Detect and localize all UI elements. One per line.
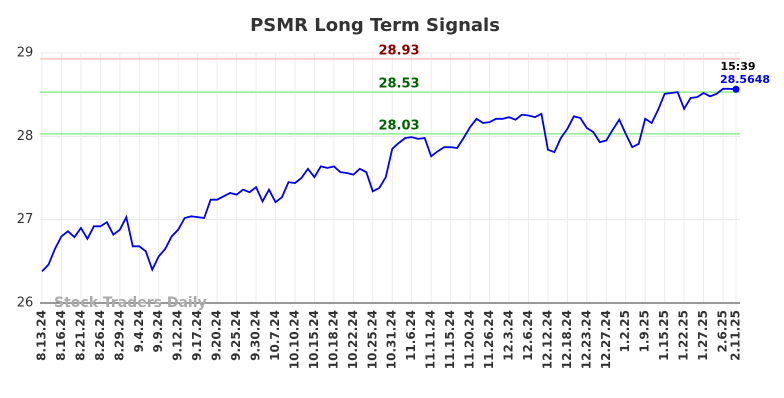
x-tick-label: 10.15.24 xyxy=(307,310,321,369)
x-tick-label: 12.3.24 xyxy=(501,310,515,361)
watermark: Stock Traders Daily xyxy=(54,295,207,311)
x-tick-label: 11.26.24 xyxy=(482,310,496,369)
price-line xyxy=(41,87,737,272)
x-tick-label: 11.20.24 xyxy=(463,310,477,369)
last-point xyxy=(732,85,740,93)
x-tick-label: 8.16.24 xyxy=(54,310,68,361)
x-tick-label: 1.15.25 xyxy=(657,310,671,361)
x-tick-label: 8.29.24 xyxy=(112,310,126,361)
x-tick-label: 8.21.24 xyxy=(73,310,87,361)
signal-label: 28.93 xyxy=(378,43,419,58)
x-tick-label: 12.12.24 xyxy=(540,310,554,369)
x-tick-label: 9.12.24 xyxy=(171,310,185,361)
x-tick-label: 11.6.24 xyxy=(404,310,418,361)
x-tick-label: 9.25.24 xyxy=(229,310,243,361)
x-tick-label: 9.4.24 xyxy=(132,310,146,353)
signal-label: 28.53 xyxy=(378,77,419,92)
x-tick-label: 9.9.24 xyxy=(151,310,165,353)
x-tick-label: 11.11.24 xyxy=(424,310,438,369)
x-tick-label: 1.27.25 xyxy=(696,310,710,361)
x-tick-label: 10.25.24 xyxy=(365,310,379,369)
x-tick-label: 10.10.24 xyxy=(287,310,301,369)
x-tick-label: 1.9.25 xyxy=(638,310,652,353)
x-tick-label: 2.6.25 xyxy=(716,310,730,353)
x-tick-label: 10.31.24 xyxy=(385,310,399,369)
x-tick-label: 9.20.24 xyxy=(210,310,224,361)
x-tick-label: 10.18.24 xyxy=(326,310,340,369)
x-tick-label: 12.6.24 xyxy=(521,310,535,361)
y-tick-label: 28 xyxy=(17,129,34,144)
y-tick-label: 27 xyxy=(17,212,34,227)
x-tick-label: 2.11.25 xyxy=(729,310,743,361)
x-tick-label: 10.7.24 xyxy=(268,310,282,361)
x-tick-label: 12.18.24 xyxy=(560,310,574,369)
x-tick-label: 10.22.24 xyxy=(346,310,360,369)
signal-label: 28.03 xyxy=(378,118,419,133)
x-tick-label: 12.23.24 xyxy=(579,310,593,369)
x-tick-label: 8.13.24 xyxy=(35,310,49,361)
x-tick-label: 11.15.24 xyxy=(443,310,457,369)
x-tick-label: 1.2.25 xyxy=(618,310,632,353)
x-tick-label: 12.27.24 xyxy=(599,310,613,369)
y-tick-label: 26 xyxy=(17,296,34,311)
last-time: 15:39 xyxy=(720,60,755,73)
x-tick-label: 8.26.24 xyxy=(93,310,107,361)
x-tick-label: 1.22.25 xyxy=(677,310,691,361)
chart-title: PSMR Long Term Signals xyxy=(250,15,500,36)
x-tick-label: 9.30.24 xyxy=(249,310,263,361)
x-tick-label: 9.17.24 xyxy=(190,310,204,361)
last-value: 28.5648 xyxy=(720,73,770,86)
y-tick-label: 29 xyxy=(17,46,34,61)
